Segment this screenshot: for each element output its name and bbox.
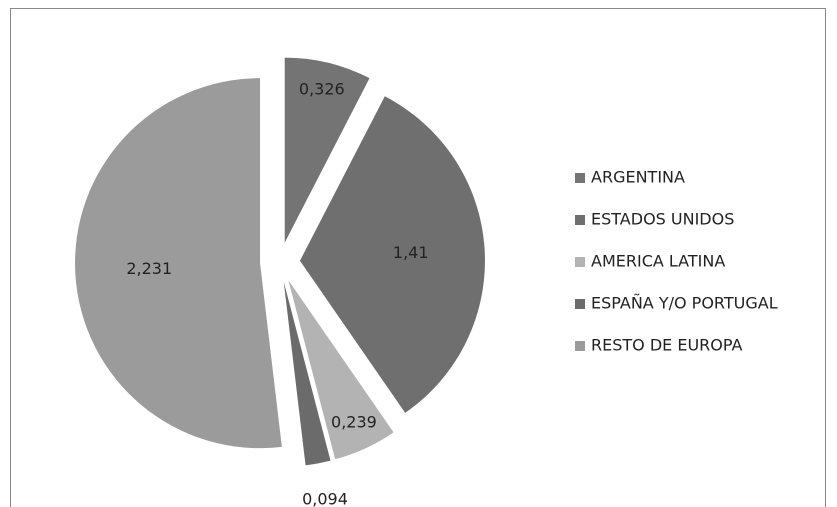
data-label: 1,41: [393, 243, 429, 262]
pie-slice: [75, 78, 282, 449]
legend-label: RESTO DE EUROPA: [591, 336, 743, 355]
pie-slice: [288, 280, 394, 460]
legend-swatch: [575, 299, 585, 309]
legend-label: AMERICA LATINA: [591, 252, 725, 271]
pie-slice: [299, 96, 485, 413]
data-label: 2,231: [126, 259, 172, 278]
data-label: 0,094: [302, 489, 348, 507]
legend-swatch: [575, 257, 585, 267]
pie-slice: [283, 281, 331, 466]
legend-swatch: [575, 215, 585, 225]
legend-swatch: [575, 173, 585, 183]
legend-swatch: [575, 341, 585, 351]
pie-slice: [284, 57, 370, 243]
legend-label: ESTADOS UNIDOS: [591, 210, 734, 229]
legend-label: ARGENTINA: [591, 168, 685, 187]
data-label: 0,326: [299, 79, 345, 98]
legend-label: ESPAÑA Y/O PORTUGAL: [591, 294, 778, 313]
data-label: 0,239: [331, 413, 377, 432]
